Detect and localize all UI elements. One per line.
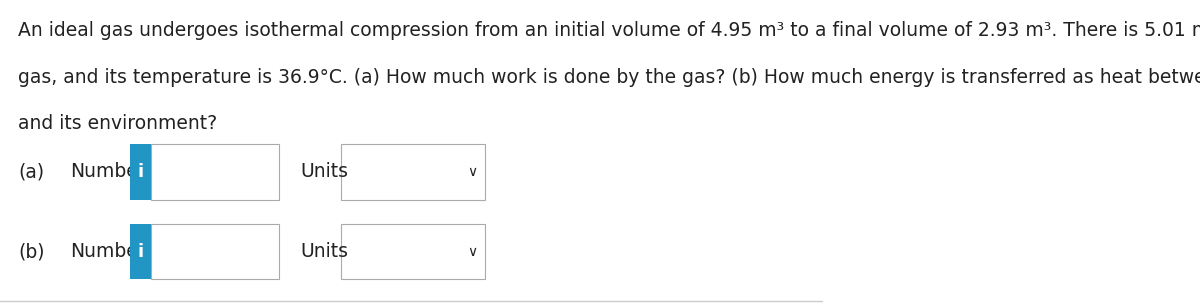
Text: ∨: ∨ xyxy=(467,245,478,259)
Text: (b): (b) xyxy=(18,242,44,261)
FancyBboxPatch shape xyxy=(341,144,485,200)
FancyBboxPatch shape xyxy=(130,144,151,200)
Text: i: i xyxy=(138,243,144,261)
Text: An ideal gas undergoes isothermal compression from an initial volume of 4.95 m³ : An ideal gas undergoes isothermal compre… xyxy=(18,21,1200,41)
Text: Units: Units xyxy=(300,162,348,181)
Text: Number: Number xyxy=(70,242,145,261)
Text: gas, and its temperature is 36.9°C. (a) How much work is done by the gas? (b) Ho: gas, and its temperature is 36.9°C. (a) … xyxy=(18,68,1200,87)
Text: i: i xyxy=(138,163,144,181)
Text: and its environment?: and its environment? xyxy=(18,114,217,133)
FancyBboxPatch shape xyxy=(341,224,485,279)
Text: Units: Units xyxy=(300,242,348,261)
FancyBboxPatch shape xyxy=(130,224,151,279)
Text: Number: Number xyxy=(70,162,145,181)
FancyBboxPatch shape xyxy=(151,224,278,279)
FancyBboxPatch shape xyxy=(151,144,278,200)
Text: (a): (a) xyxy=(18,162,44,181)
Text: ∨: ∨ xyxy=(467,165,478,179)
